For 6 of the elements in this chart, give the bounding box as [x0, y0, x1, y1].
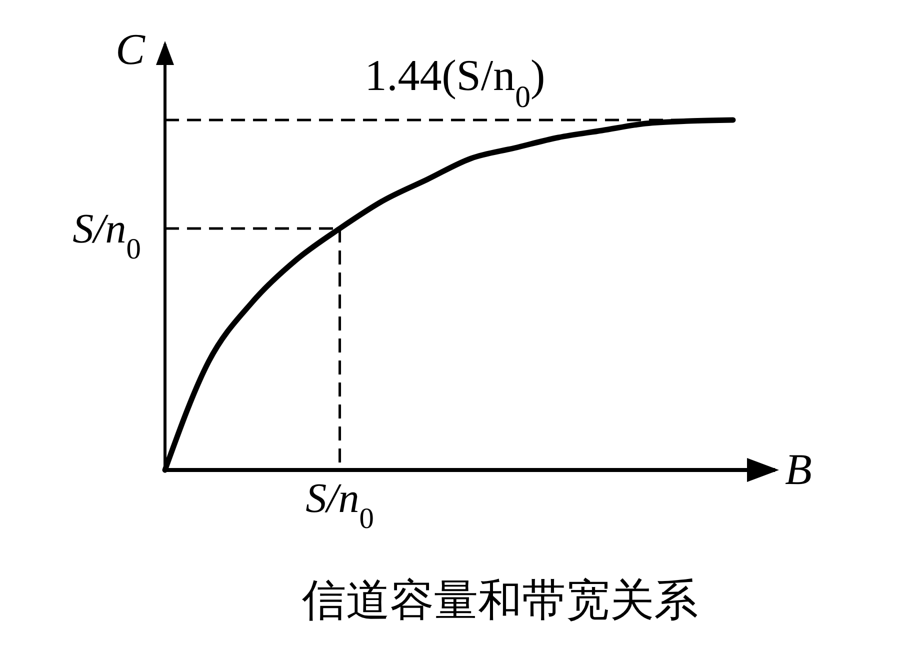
ref-line-label: 1.44(S/n$_{0}$)	[364, 51, 546, 114]
x-axis-title: B	[785, 445, 812, 494]
y-axis-title: C	[116, 25, 146, 74]
text: S/n$_{0}$	[306, 476, 374, 535]
ref-line-label: S/n$_{0}$	[72, 206, 141, 266]
text: 信道容量和带宽关系	[302, 575, 698, 626]
